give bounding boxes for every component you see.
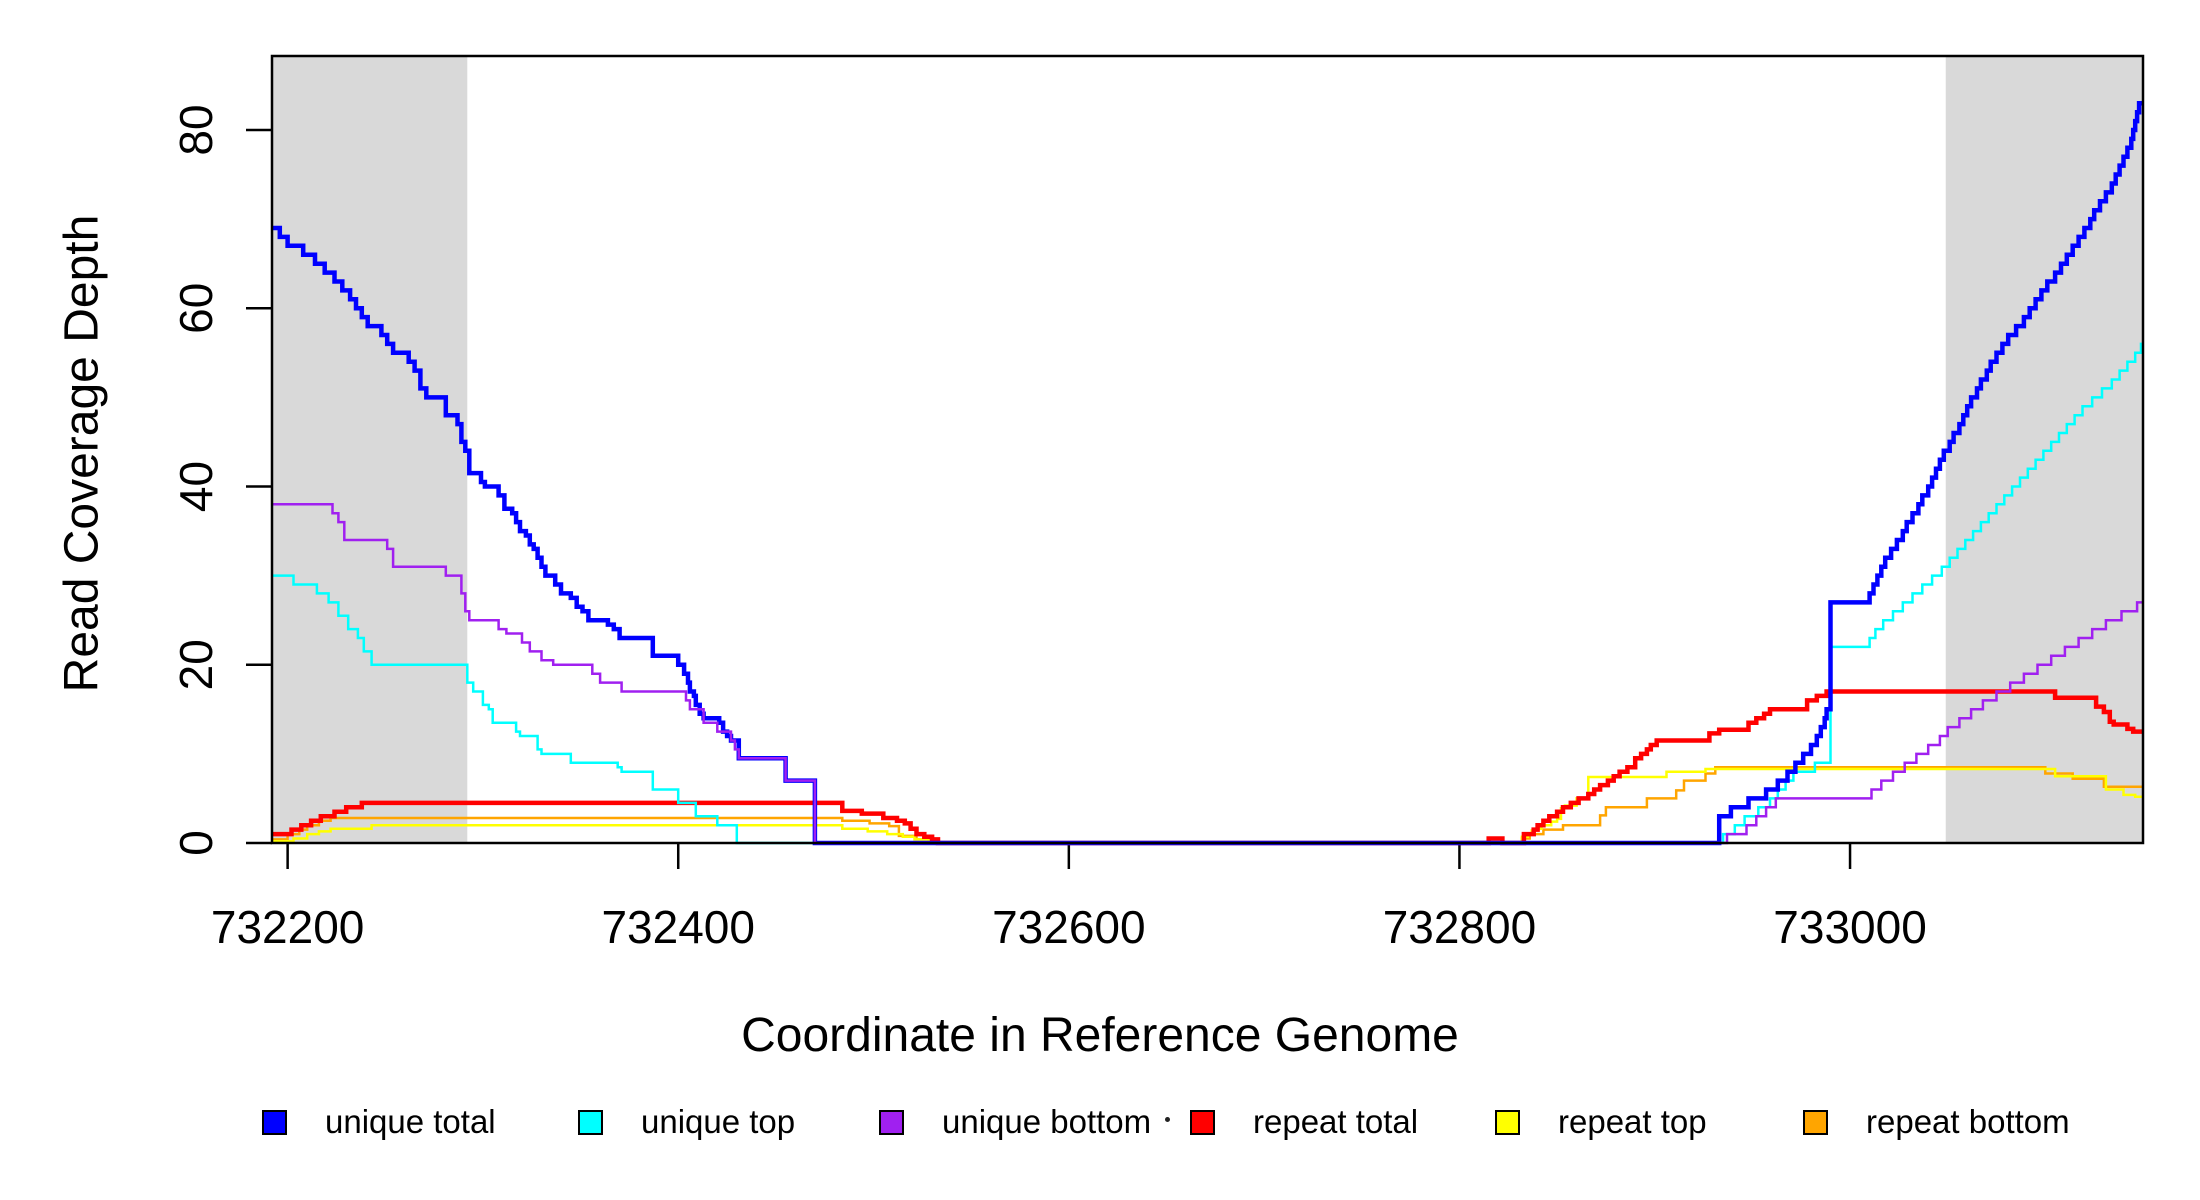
repeat-bottom-swatch-icon	[1803, 1109, 1828, 1135]
y-tick-label: 0	[170, 830, 222, 856]
series-unique-bottom	[272, 503, 2143, 845]
legend-label: unique top	[641, 1103, 796, 1140]
x-tick-label: 732400	[601, 901, 755, 953]
legend-label: unique total	[325, 1103, 496, 1140]
x-tick-label: 732200	[211, 901, 365, 953]
repeat-total-swatch-icon	[1190, 1109, 1215, 1135]
legend-label: repeat top	[1558, 1103, 1707, 1140]
x-tick-label: 733000	[1773, 901, 1927, 953]
y-tick-label: 20	[170, 639, 222, 690]
series-unique-total	[272, 100, 2143, 846]
series-repeat-top	[272, 767, 2143, 845]
legend-item-repeat-bottom: repeat bottom	[1803, 1098, 2070, 1146]
legend-item-unique-bottom: unique bottom	[879, 1098, 1151, 1146]
repeat-top-swatch-icon	[1495, 1109, 1520, 1135]
y-tick-label: 80	[170, 104, 222, 155]
legend-label: unique bottom	[942, 1103, 1152, 1140]
legend-item-repeat-total: repeat total	[1190, 1098, 1418, 1146]
legend-item-unique-total: unique total	[262, 1098, 496, 1146]
y-axis-title: Read Coverage Depth	[55, 214, 109, 693]
x-axis-title: Coordinate in Reference Genome	[741, 1009, 1459, 1062]
legend: unique total unique top unique bottom re…	[0, 1098, 2200, 1158]
y-tick-label: 60	[170, 283, 222, 334]
series-repeat-total	[272, 689, 2143, 846]
unique-bottom-swatch-icon	[879, 1109, 904, 1135]
legend-item-repeat-top: repeat top	[1495, 1098, 1707, 1146]
unique-total-swatch-icon	[262, 1109, 287, 1135]
legend-dot	[1165, 1117, 1170, 1122]
y-tick-label: 40	[170, 461, 222, 512]
legend-label: repeat total	[1253, 1103, 1419, 1140]
x-tick-label: 732800	[1383, 901, 1537, 953]
unique-top-swatch-icon	[578, 1109, 603, 1135]
legend-label: repeat bottom	[1866, 1103, 2070, 1140]
shaded-region-0	[272, 56, 468, 843]
legend-item-unique-top: unique top	[578, 1098, 795, 1146]
x-tick-label: 732600	[992, 901, 1146, 953]
plot-border	[270, 54, 2145, 845]
